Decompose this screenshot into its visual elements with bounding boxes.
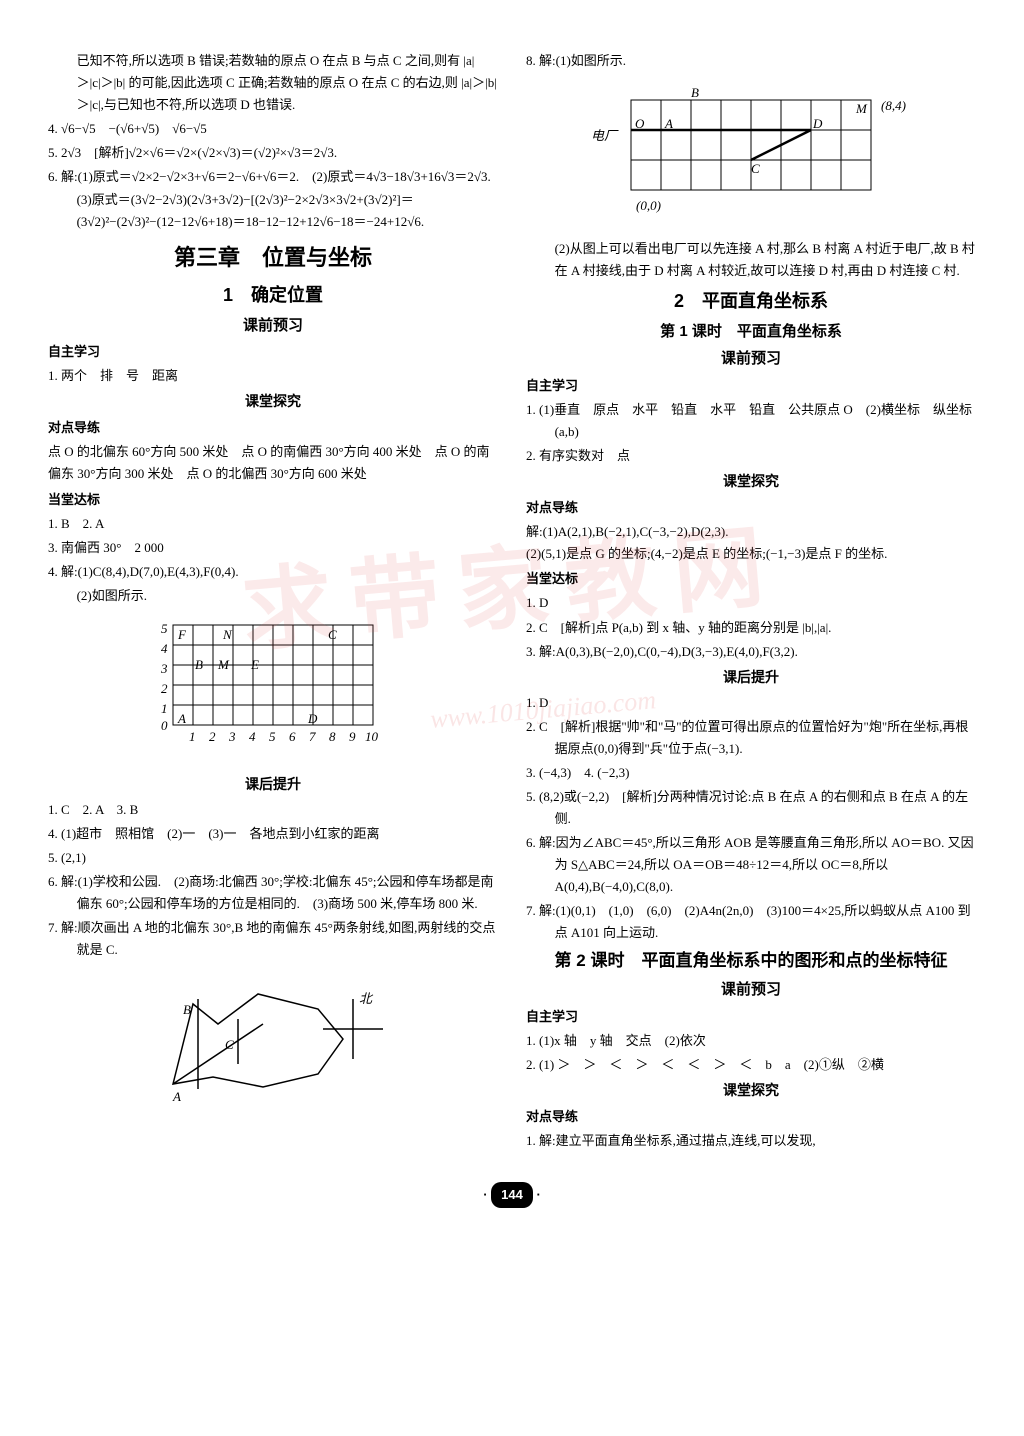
svg-text:M: M [217,657,230,672]
d1: 1. B 2. A [48,513,498,535]
svg-text:3: 3 [160,661,168,676]
svg-text:7: 7 [309,729,316,744]
kh5: 5. (8,2)或(−2,2) [解析]分两种情况讨论:点 B 在点 A 的右侧… [526,786,976,830]
class-explore-2: 课堂探究 [526,1079,976,1103]
svg-text:5: 5 [269,729,276,744]
d4a: 4. 解:(1)C(8,4),D(7,0),E(4,3),F(0,4). [48,561,498,583]
q8a: 8. 解:(1)如图所示. [526,50,976,72]
svg-text:北: 北 [359,991,374,1006]
after-class-r: 课后提升 [526,666,976,690]
dt1: 1. D [526,592,976,614]
svg-text:F: F [177,627,187,642]
svg-text:B: B [691,85,699,100]
svg-text:A: A [664,116,673,131]
b1: 1. (1)x 轴 y 轴 交点 (2)依次 [526,1030,976,1052]
svg-text:4: 4 [249,729,256,744]
kh2: 2. C [解析]根据"帅"和"马"的位置可得出原点的位置恰好为"炮"所在坐标,… [526,716,976,760]
grid-figure-1: FNC BME AD 543 210 123 456 789 10 [143,615,403,765]
svg-text:E: E [250,657,259,672]
c1: 1. 解:建立平面直角坐标系,通过描点,连线,可以发现, [526,1130,976,1152]
svg-text:(0,0): (0,0) [636,198,661,213]
k5: 5. (2,1) [48,847,498,869]
svg-text:0: 0 [161,718,168,733]
l1: 1. 两个 排 号 距离 [48,365,498,387]
svg-text:2: 2 [161,681,168,696]
intro-para: 已知不符,所以选项 B 错误;若数轴的原点 O 在点 B 与点 C 之间,则有 … [48,50,498,116]
d4b: (2)如图所示. [48,585,498,607]
svg-text:1: 1 [189,729,196,744]
section-title-2: 2 平面直角坐标系 [526,286,976,317]
dt3: 3. 解:A(0,3),B(−2,0),C(0,−4),D(3,−3),E(4,… [526,641,976,663]
svg-text:C: C [328,627,337,642]
kh3: 3. (−4,3) 4. (−2,3) [526,762,976,784]
svg-text:D: D [812,116,823,131]
r1: 1. (1)垂直 原点 水平 铅直 水平 铅直 公共原点 O (2)横坐标 纵坐… [526,399,976,443]
compass-figure: B A C 北 [143,969,403,1119]
k7: 7. 解:顺次画出 A 地的北偏东 30°,B 地的南偏东 45°两条射线,如图… [48,917,498,961]
class-explore-r: 课堂探究 [526,470,976,494]
preclass-title-r: 课前预习 [526,346,976,372]
svg-text:9: 9 [349,729,356,744]
self-study-h: 自主学习 [48,341,498,363]
left-column: 已知不符,所以选项 B 错误;若数轴的原点 O 在点 B 与点 C 之间,则有 … [48,50,498,1154]
svg-text:B: B [183,1002,191,1017]
class-work-r: 当堂达标 [526,568,976,590]
ddbody2: (2)(5,1)是点 G 的坐标;(4,−2)是点 E 的坐标;(−1,−3)是… [526,543,976,565]
k4: 4. (1)超市 照相馆 (2)一 (3)一 各地点到小红家的距离 [48,823,498,845]
d3: 3. 南偏西 30° 2 000 [48,537,498,559]
svg-text:1: 1 [161,701,168,716]
after-class-h: 课后提升 [48,773,498,797]
page-columns: 已知不符,所以选项 B 错误;若数轴的原点 O 在点 B 与点 C 之间,则有 … [48,50,976,1154]
svg-text:D: D [307,711,318,726]
section-title-1: 1 确定位置 [48,280,498,311]
page-number-badge: 144 [491,1182,533,1208]
svg-text:电厂: 电厂 [591,128,619,143]
right-column: 8. 解:(1)如图所示. 电厂 O A B C D M (8,4) (0,0) (2… [526,50,976,1154]
chapter-title: 第三章 位置与坐标 [48,239,498,276]
page-number: · 144 · [48,1182,976,1208]
self-study-2: 自主学习 [526,1006,976,1028]
grid-figure-2: 电厂 O A B C D M (8,4) (0,0) [581,80,921,230]
svg-text:N: N [222,627,233,642]
k6: 6. 解:(1)学校和公园. (2)商场:北偏西 30°;学校:北偏东 45°;… [48,871,498,915]
svg-text:5: 5 [161,621,168,636]
svg-text:6: 6 [289,729,296,744]
q5: 5. 2√3 [解析]√2×√6＝√2×(√2×√3)＝(√2)²×√3＝2√3… [48,142,498,164]
svg-text:A: A [177,711,186,726]
kh6: 6. 解:因为∠ABC＝45°,所以三角形 AOB 是等腰直角三角形,所以 AO… [526,832,976,898]
r2: 2. 有序实数对 点 [526,445,976,467]
preclass-title-2: 课前预习 [526,977,976,1003]
svg-text:2: 2 [209,729,216,744]
svg-text:3: 3 [228,729,236,744]
ddbody1: 解:(1)A(2,1),B(−2,1),C(−3,−2),D(2,3). [526,521,976,543]
kh1: 1. D [526,692,976,714]
targeted-2: 对点导练 [526,1106,976,1128]
q8b: (2)从图上可以看出电厂可以先连接 A 村,那么 B 村离 A 村近于电厂,故 … [526,238,976,282]
svg-text:(8,4): (8,4) [881,98,906,113]
svg-text:A: A [172,1089,181,1104]
svg-text:8: 8 [329,729,336,744]
q6: 6. 解:(1)原式＝√2×2−√2×3+√6＝2−√6+√6＝2. (2)原式… [48,166,498,232]
kh7: 7. 解:(1)(0,1) (1,0) (6,0) (2)A4n(2n,0) (… [526,900,976,944]
targeted-body: 点 O 的北偏东 60°方向 500 米处 点 O 的南偏西 30°方向 400… [48,441,498,485]
k1: 1. C 2. A 3. B [48,799,498,821]
svg-text:C: C [751,161,760,176]
dt2: 2. C [解析]点 P(a,b) 到 x 轴、y 轴的距离分别是 |b|,|a… [526,617,976,639]
class-work-h: 当堂达标 [48,489,498,511]
svg-text:10: 10 [365,729,379,744]
q4: 4. √6−√5 −(√6+√5) √6−√5 [48,118,498,140]
class-explore-h: 课堂探究 [48,390,498,414]
svg-text:O: O [635,116,645,131]
b2: 2. (1) ＞ ＞ ＜ ＞ ＜ ＜ ＞ ＜ b a (2)①纵 ②横 [526,1054,976,1076]
svg-text:M: M [855,101,868,116]
lesson-1-title: 第 1 课时 平面直角坐标系 [526,319,976,345]
targeted-h: 对点导练 [48,417,498,439]
svg-text:C: C [225,1037,234,1052]
svg-text:4: 4 [161,641,168,656]
svg-text:B: B [195,657,203,672]
self-study-r: 自主学习 [526,375,976,397]
lesson-2-title: 第 2 课时 平面直角坐标系中的图形和点的坐标特征 [526,947,976,976]
targeted-r: 对点导练 [526,497,976,519]
preclass-title: 课前预习 [48,313,498,339]
